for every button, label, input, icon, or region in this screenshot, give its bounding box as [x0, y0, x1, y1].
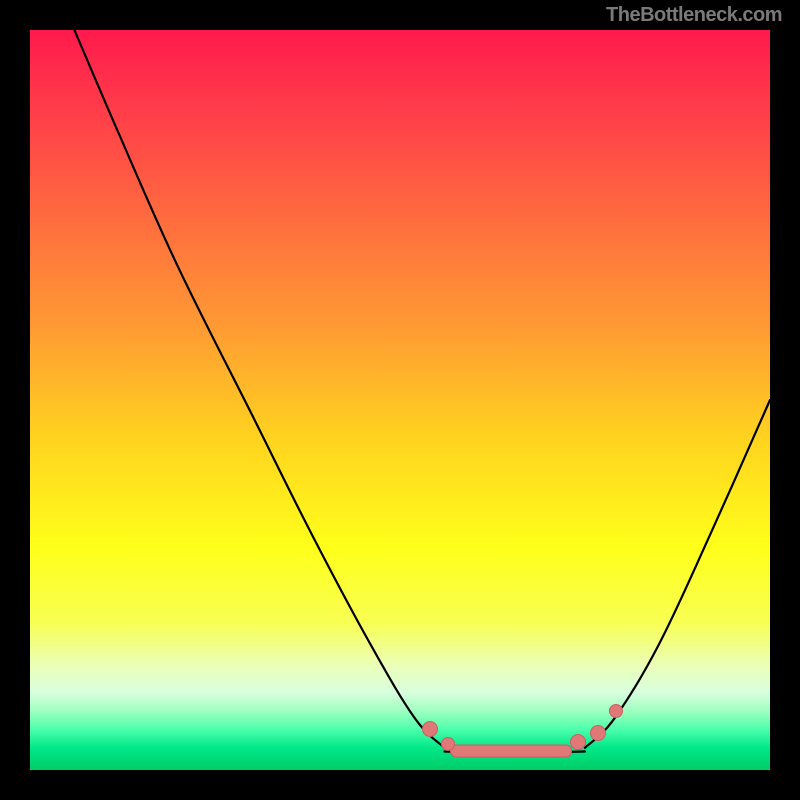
curve-marker-dot: [609, 704, 623, 718]
curve-marker-dot: [590, 725, 606, 741]
curve-marker-dot: [441, 737, 455, 751]
plot-area: [30, 30, 770, 770]
valley-marker-pill: [450, 744, 572, 757]
curve-marker-dot: [570, 734, 586, 750]
chart-container: TheBottleneck.com: [0, 0, 800, 800]
watermark-text: TheBottleneck.com: [606, 4, 782, 27]
curve-marker-dot: [422, 721, 438, 737]
bottleneck-curve: [30, 30, 770, 770]
